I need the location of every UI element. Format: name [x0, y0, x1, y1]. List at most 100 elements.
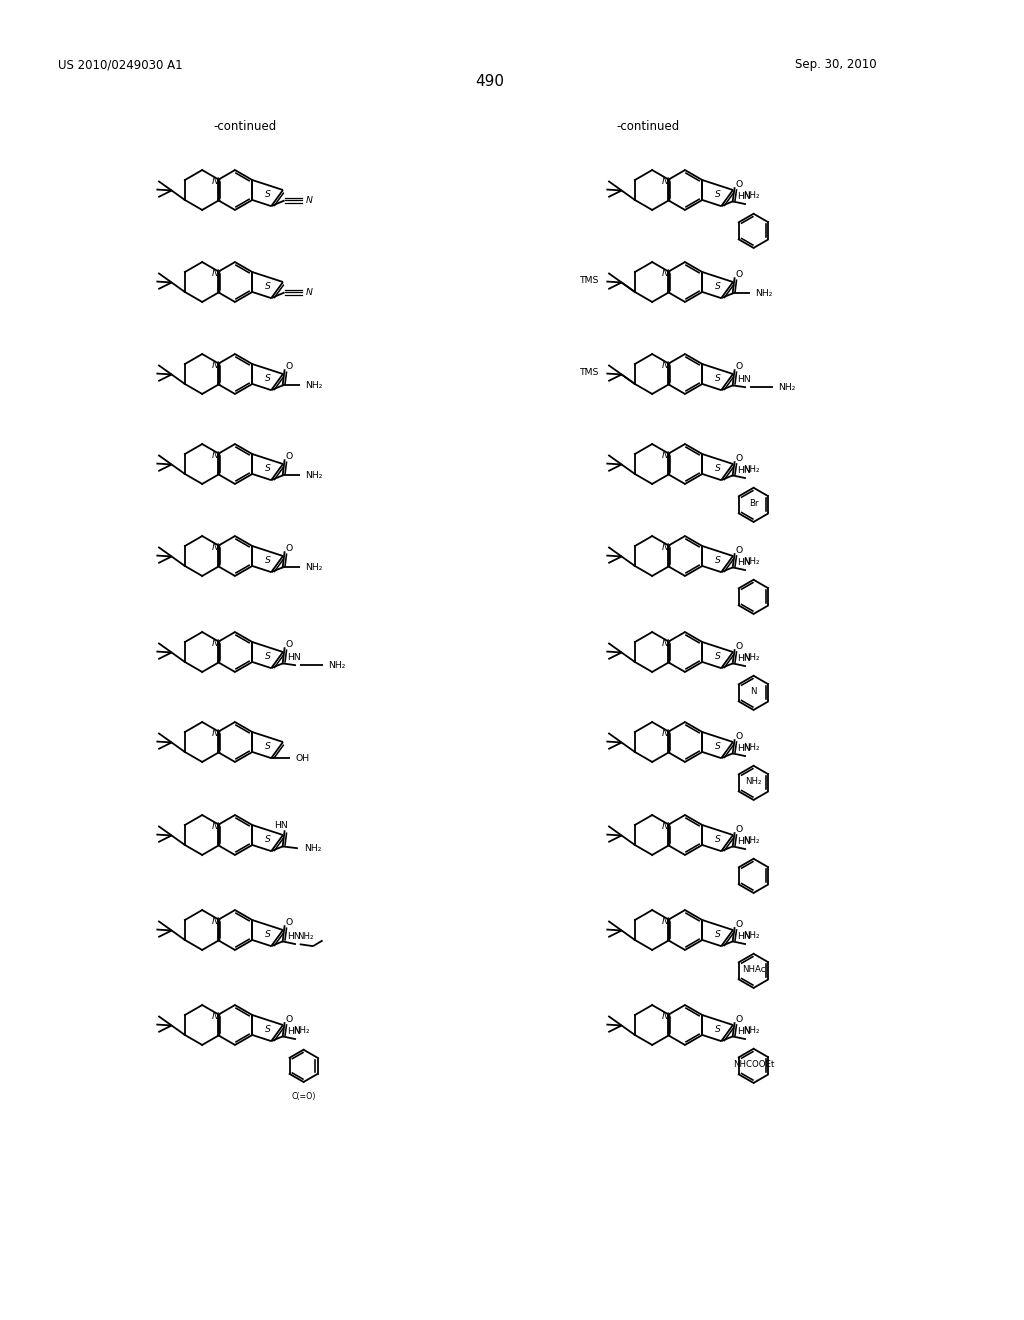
- Text: O: O: [735, 731, 743, 741]
- Text: TMS: TMS: [580, 276, 599, 285]
- Text: S: S: [715, 281, 721, 290]
- Text: O: O: [286, 544, 293, 553]
- Text: NH₂: NH₂: [304, 843, 322, 853]
- Text: N: N: [751, 688, 757, 696]
- Text: O: O: [286, 917, 293, 927]
- Text: N: N: [211, 269, 218, 279]
- Text: O: O: [735, 454, 743, 463]
- Text: S: S: [715, 929, 721, 939]
- Text: NH₂: NH₂: [305, 562, 323, 572]
- Text: N: N: [662, 362, 669, 371]
- Text: 490: 490: [475, 74, 505, 88]
- Text: US 2010/0249030 A1: US 2010/0249030 A1: [58, 58, 182, 71]
- Text: O: O: [735, 545, 743, 554]
- Text: NH₂: NH₂: [743, 191, 760, 201]
- Text: O: O: [735, 920, 743, 929]
- Text: NH₂: NH₂: [743, 836, 760, 845]
- Text: N: N: [662, 730, 669, 738]
- Text: S: S: [264, 834, 270, 843]
- Text: O: O: [286, 640, 293, 649]
- Text: S: S: [715, 463, 721, 473]
- Text: N: N: [662, 1012, 669, 1022]
- Text: NH₂: NH₂: [743, 931, 760, 940]
- Text: N: N: [211, 639, 218, 648]
- Text: S: S: [264, 281, 270, 290]
- Text: N: N: [662, 451, 669, 461]
- Text: NH₂: NH₂: [743, 743, 760, 752]
- Text: NH₂: NH₂: [743, 557, 760, 566]
- Text: NH₂: NH₂: [329, 661, 346, 669]
- Text: HN: HN: [737, 1027, 751, 1036]
- Text: O: O: [286, 1015, 293, 1024]
- Text: O: O: [735, 180, 743, 189]
- Text: S: S: [264, 652, 270, 660]
- Text: HN: HN: [273, 821, 288, 830]
- Text: S: S: [264, 556, 270, 565]
- Text: O: O: [286, 451, 293, 461]
- Text: S: S: [715, 556, 721, 565]
- Text: NH₂: NH₂: [294, 1026, 310, 1035]
- Text: NH₂: NH₂: [778, 383, 796, 392]
- Text: -continued: -continued: [213, 120, 276, 133]
- Text: HN: HN: [737, 932, 751, 941]
- Text: S: S: [715, 374, 721, 383]
- Text: NHCOOEt: NHCOOEt: [733, 1060, 774, 1069]
- Text: N: N: [662, 269, 669, 279]
- Text: S: S: [715, 190, 721, 198]
- Text: HN: HN: [737, 375, 751, 384]
- Text: S: S: [715, 742, 721, 751]
- Text: HN: HN: [737, 837, 751, 846]
- Text: N: N: [305, 195, 312, 205]
- Text: NH₂: NH₂: [756, 289, 773, 298]
- Text: N: N: [662, 177, 669, 186]
- Text: S: S: [264, 742, 270, 751]
- Text: N: N: [211, 917, 218, 927]
- Text: S: S: [264, 374, 270, 383]
- Text: N: N: [211, 362, 218, 371]
- Text: NH₂: NH₂: [743, 465, 760, 474]
- Text: HN: HN: [737, 466, 751, 475]
- Text: NH₂: NH₂: [305, 471, 323, 480]
- Text: OH: OH: [296, 754, 310, 763]
- Text: O: O: [286, 362, 293, 371]
- Text: O: O: [735, 362, 743, 371]
- Text: N: N: [211, 177, 218, 186]
- Text: N: N: [211, 544, 218, 553]
- Text: S: S: [264, 463, 270, 473]
- Text: O: O: [735, 825, 743, 834]
- Text: C(=O): C(=O): [292, 1092, 315, 1101]
- Text: S: S: [715, 1024, 721, 1034]
- Text: N: N: [662, 822, 669, 832]
- Text: HN: HN: [737, 193, 751, 201]
- Text: N: N: [211, 451, 218, 461]
- Text: S: S: [264, 929, 270, 939]
- Text: TMS: TMS: [580, 368, 599, 378]
- Text: HN: HN: [287, 653, 301, 663]
- Text: N: N: [662, 544, 669, 553]
- Text: NH₂: NH₂: [743, 653, 760, 663]
- Text: HN: HN: [287, 932, 301, 941]
- Text: HN: HN: [287, 1027, 301, 1036]
- Text: HN: HN: [737, 744, 751, 754]
- Text: S: S: [264, 1024, 270, 1034]
- Text: S: S: [715, 834, 721, 843]
- Text: N: N: [662, 639, 669, 648]
- Text: O: O: [735, 1015, 743, 1024]
- Text: N: N: [211, 730, 218, 738]
- Text: -continued: -continued: [616, 120, 680, 133]
- Text: NH₂: NH₂: [305, 381, 323, 389]
- Text: S: S: [264, 190, 270, 198]
- Text: Br: Br: [749, 499, 759, 508]
- Text: N: N: [211, 822, 218, 832]
- Text: NH₂: NH₂: [745, 777, 762, 787]
- Text: N: N: [211, 1012, 218, 1022]
- Text: NH₂: NH₂: [297, 932, 313, 941]
- Text: NH₂: NH₂: [743, 1026, 760, 1035]
- Text: S: S: [715, 652, 721, 660]
- Text: O: O: [735, 642, 743, 651]
- Text: O: O: [735, 269, 743, 279]
- Text: N: N: [305, 288, 312, 297]
- Text: HN: HN: [737, 558, 751, 568]
- Text: NHAc: NHAc: [741, 965, 765, 974]
- Text: Sep. 30, 2010: Sep. 30, 2010: [795, 58, 877, 71]
